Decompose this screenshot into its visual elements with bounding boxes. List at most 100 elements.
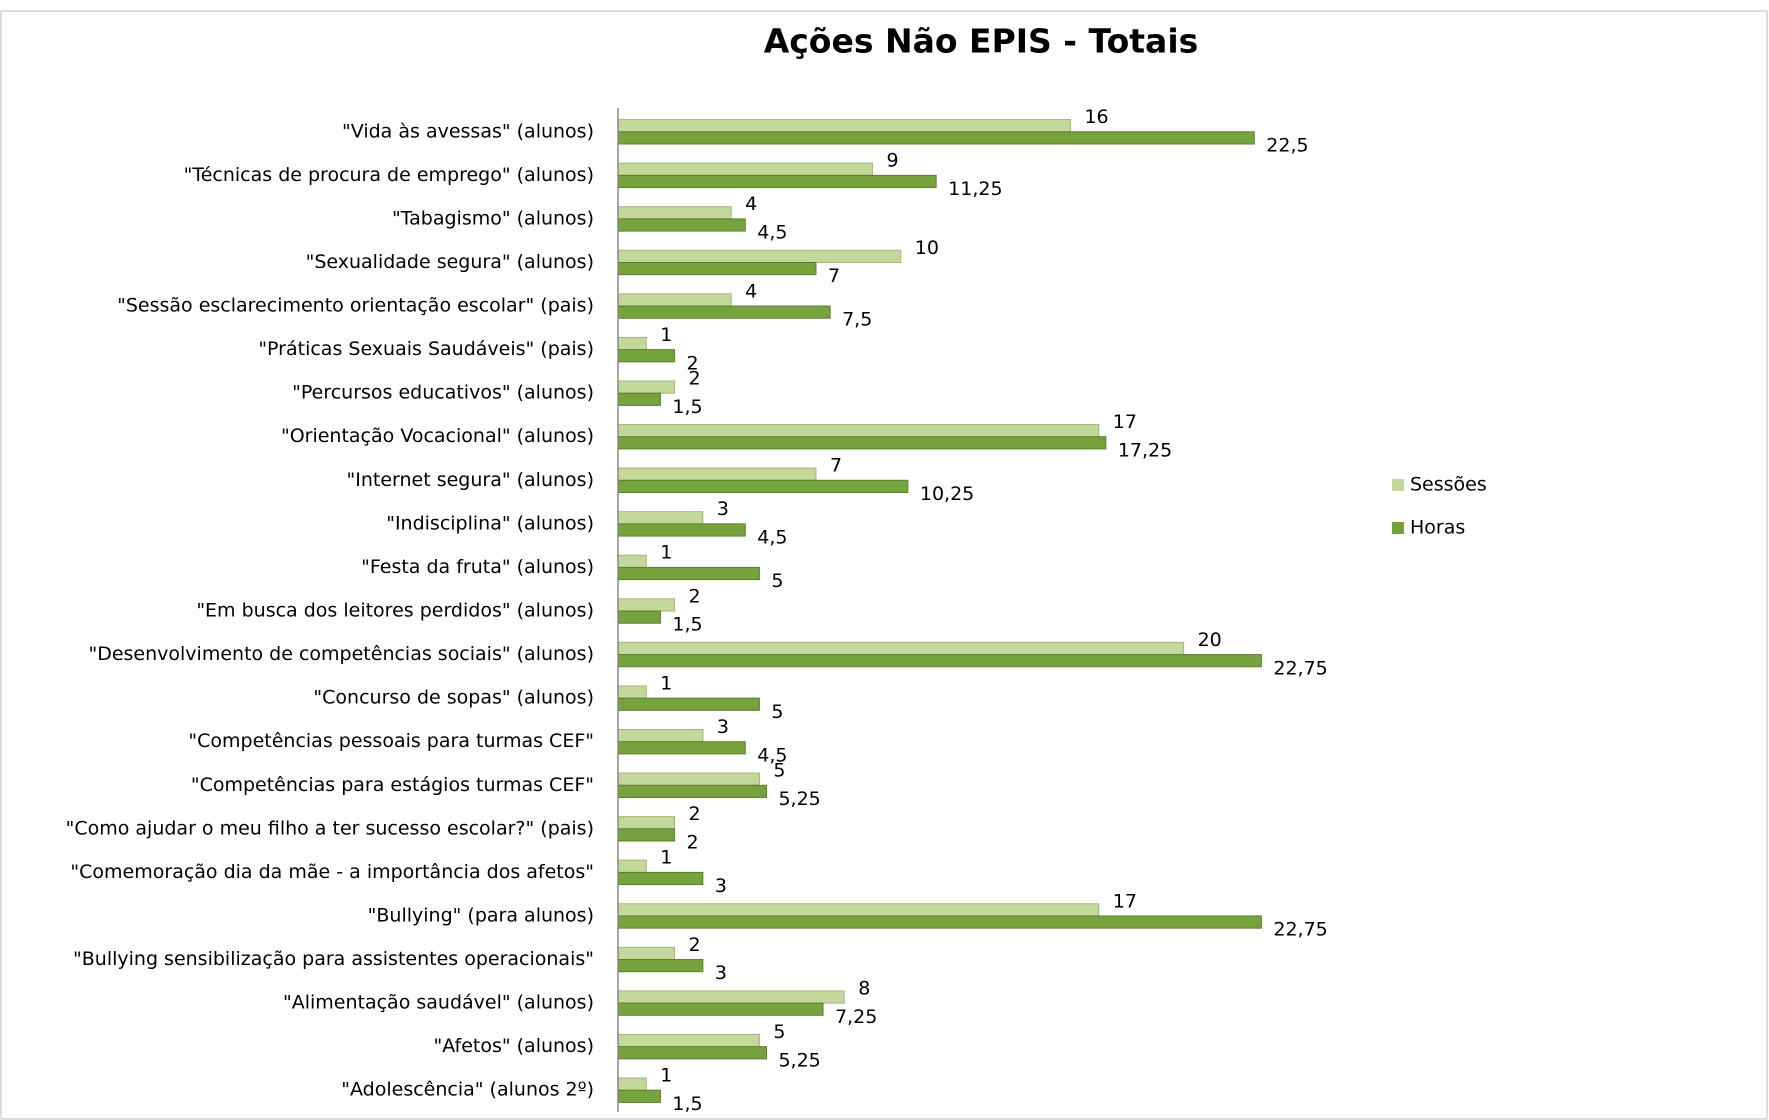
bar [617, 436, 1107, 450]
value-label: 4 [745, 280, 757, 302]
value-label: 22,75 [1273, 657, 1327, 679]
bar [617, 784, 767, 798]
bar [617, 424, 1100, 438]
value-label: 2 [689, 367, 701, 389]
bar [617, 336, 647, 351]
legend-label: Sessões [1410, 474, 1487, 496]
y-tick-label: "Percursos educativos" (alunos) [292, 382, 594, 404]
y-tick-label: "Como ajudar o meu filho a ter sucesso e… [66, 817, 594, 839]
value-label: 10 [915, 237, 939, 259]
value-label: 3 [717, 498, 729, 520]
y-tick-label: "Competências pessoais para turmas CEF" [188, 730, 594, 752]
value-label: 7 [830, 455, 842, 477]
bar [617, 380, 676, 394]
value-label: 5,25 [778, 788, 820, 810]
y-tick-label: "Adolescência" (alunos 2º) [341, 1079, 594, 1101]
bar [617, 685, 647, 699]
value-label: 5 [773, 1021, 785, 1043]
value-label: 1 [660, 324, 672, 346]
y-tick-label: "Afetos" (alunos) [433, 1035, 594, 1057]
y-tick-label: "Internet segura" (alunos) [346, 469, 594, 491]
y-tick-label: "Indisciplina" (alunos) [386, 512, 594, 534]
value-label: 2 [689, 585, 701, 607]
value-label: 11,25 [948, 178, 1002, 200]
y-tick-label: "Tabagismo" (alunos) [392, 207, 594, 229]
bar [617, 871, 704, 886]
value-label: 3 [715, 875, 727, 897]
value-label: 1 [660, 672, 672, 694]
bar [617, 261, 817, 276]
bar [617, 131, 1255, 145]
value-label: 2 [689, 803, 701, 825]
bar [617, 1089, 661, 1103]
y-tick-label: "Bullying" (para alunos) [368, 904, 594, 926]
value-label: 2 [689, 934, 701, 956]
bar [617, 206, 732, 220]
value-label: 4,5 [757, 744, 787, 766]
value-label: 2 [687, 832, 699, 854]
value-label: 22,75 [1273, 919, 1327, 941]
bar [617, 554, 647, 568]
bar [617, 218, 746, 232]
bar [617, 610, 661, 624]
legend-swatch [1392, 522, 1404, 534]
bar [617, 305, 831, 319]
value-label: 17 [1113, 890, 1137, 912]
bar [617, 1002, 824, 1016]
y-tick-label: "Orientação Vocacional" (alunos) [281, 425, 594, 447]
y-tick-label: "Sexualidade segura" (alunos) [306, 251, 594, 273]
y-tick-label: "Alimentação saudável" (alunos) [283, 992, 594, 1014]
y-tick-label: "Comemoração dia da mãe - a importância … [70, 861, 594, 883]
bar [617, 990, 845, 1004]
value-label: 5,25 [778, 1049, 820, 1071]
value-label: 1 [660, 1065, 672, 1087]
bar [617, 1033, 760, 1048]
bar [617, 654, 1262, 668]
value-label: 7 [828, 265, 840, 287]
bar [617, 293, 732, 307]
value-label: 7,5 [842, 309, 872, 331]
value-label: 2 [687, 352, 699, 374]
value-label: 1 [660, 847, 672, 869]
bar [617, 523, 746, 537]
value-label: 4,5 [757, 222, 787, 244]
value-label: 1 [660, 542, 672, 564]
value-label: 5 [771, 570, 783, 592]
value-label: 17,25 [1118, 439, 1172, 461]
value-label: 4 [745, 193, 757, 215]
bar [617, 903, 1100, 917]
legend-label: Horas [1410, 517, 1465, 539]
bar [617, 697, 760, 711]
value-label: 5 [773, 760, 785, 782]
y-tick-label: "Técnicas de procura de emprego" (alunos… [184, 164, 594, 186]
bar [617, 728, 704, 743]
bar [617, 828, 676, 842]
bar [617, 859, 647, 873]
value-label: 7,25 [835, 1006, 877, 1028]
value-label: 5 [771, 701, 783, 723]
y-tick-label: "Desenvolvimento de competências sociais… [88, 643, 594, 665]
y-tick-label: "Competências para estágios turmas CEF" [191, 774, 594, 796]
value-label: 1,5 [672, 614, 702, 636]
chart-frame [0, 10, 1768, 1120]
value-label: 9 [887, 150, 899, 172]
bar [617, 641, 1185, 656]
y-tick-label: "Sessão esclarecimento orientação escola… [117, 295, 594, 317]
value-label: 8 [858, 977, 870, 999]
bar [617, 249, 902, 263]
value-label: 20 [1198, 629, 1222, 651]
y-tick-label: "Em busca dos leitores perdidos" (alunos… [196, 600, 594, 622]
value-label: 1,5 [672, 396, 702, 418]
bar [617, 816, 676, 830]
bar [617, 392, 661, 406]
bar [617, 1077, 647, 1091]
chart-title: Ações Não EPIS - Totais [764, 22, 1199, 61]
bar [617, 772, 760, 786]
bar [617, 174, 937, 189]
value-label: 3 [715, 962, 727, 984]
value-label: 1,5 [672, 1093, 702, 1115]
bar [617, 1046, 767, 1060]
legend-swatch [1392, 479, 1404, 491]
bar [617, 959, 704, 973]
